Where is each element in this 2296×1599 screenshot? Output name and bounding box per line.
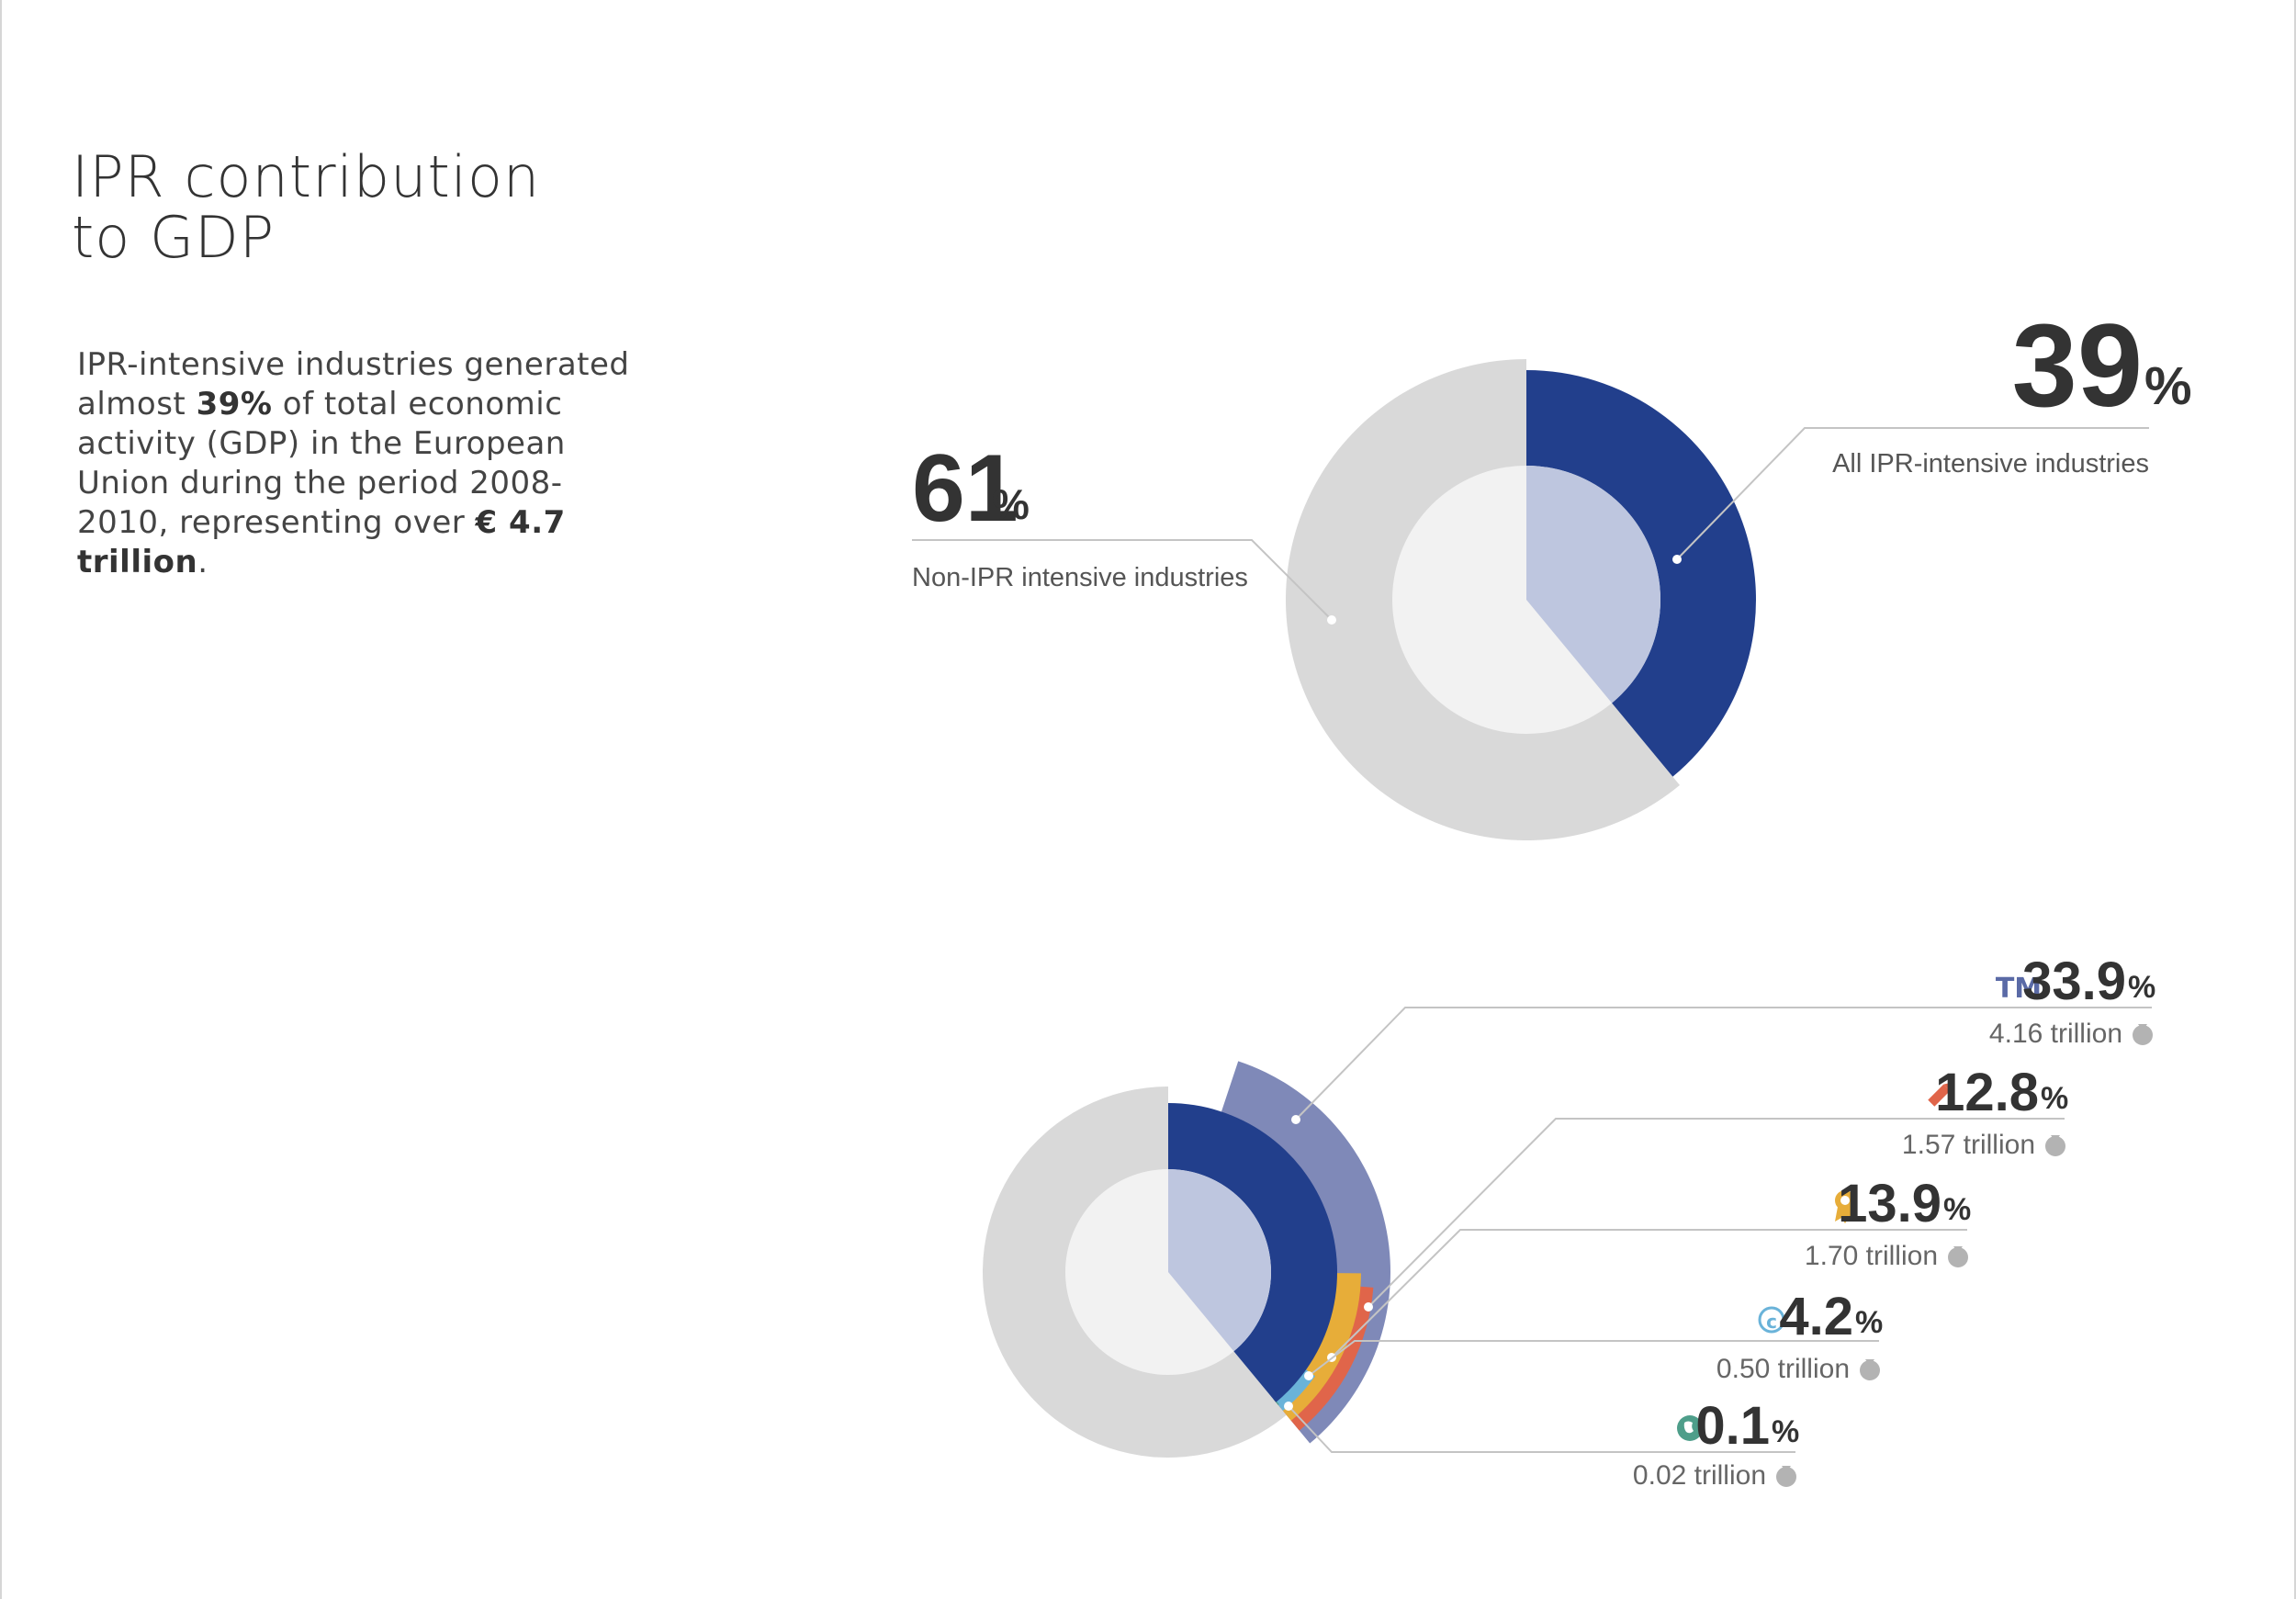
copyright-value: 4.2	[1779, 1287, 1853, 1346]
patent-amount: 1.70 trillion	[1805, 1241, 1938, 1271]
patent-label: 13.9 % 1.70 trillion	[1805, 1174, 1971, 1271]
gi-value: 0.1	[1695, 1396, 1770, 1456]
non-ipr-share-value: 61	[912, 435, 1019, 542]
copyright-leader-dot	[1304, 1371, 1313, 1380]
copyright-arc	[1273, 1367, 1316, 1412]
intro-text-1: IPR-intensive industries generated almos…	[77, 346, 630, 422]
trademark-leader-line	[1295, 1007, 2152, 1120]
copyright-icon-glyph: c	[1766, 1311, 1777, 1333]
ipr-inner-slice	[1526, 466, 1660, 704]
left-border	[0, 0, 2, 1599]
trademark-amount: 4.16 trillion	[1989, 1019, 2122, 1049]
ipr-types-donut-chart	[982, 1061, 1391, 1458]
right-border	[2294, 0, 2296, 1599]
gi-unit: %	[1772, 1414, 1799, 1449]
design-label: 12.8 % 1.57 trillion	[1902, 1063, 2068, 1160]
intro-text-3: .	[197, 544, 208, 580]
total-donut-labels: 39 % All IPR-intensive industries 61 % N…	[912, 300, 2192, 592]
patent-leader-line	[1331, 1229, 1967, 1358]
trademark-label: TM 33.9 % 4.16 trillion	[1989, 952, 2155, 1049]
copyright-leader-line	[1308, 1340, 1879, 1377]
page-title-line1: IPR contribution	[72, 143, 541, 210]
ipr-share-unit: %	[2144, 356, 2192, 416]
ipr-share-value: 39	[2012, 300, 2143, 432]
ipr-leader-dot	[1672, 555, 1682, 564]
award-ribbon-icon	[1835, 1190, 1855, 1223]
patent-unit: %	[1943, 1192, 1971, 1227]
money-bag-icon	[2045, 1135, 2065, 1156]
intro-highlight-share: 39%	[196, 386, 273, 422]
copyright-unit: %	[1855, 1305, 1883, 1340]
money-bag-icon	[1948, 1246, 1968, 1267]
money-bag-icon	[1776, 1466, 1796, 1487]
pencil-icon	[1928, 1082, 1953, 1107]
ipr-inner-slice	[1168, 1169, 1271, 1352]
trademark-unit: %	[2128, 970, 2155, 1005]
non-ipr-share-label: Non-IPR intensive industries	[912, 563, 1248, 592]
gi-label: 0.1 % 0.02 trillion	[1633, 1396, 1799, 1491]
design-amount: 1.57 trillion	[1902, 1130, 2035, 1160]
design-leader-line	[1367, 1118, 2065, 1308]
globe-icon	[1677, 1415, 1703, 1441]
non-ipr-share-unit: %	[992, 480, 1030, 528]
ipr-types-leader-lines	[1284, 1007, 2152, 1453]
ipr-share-label: All IPR-intensive industries	[1832, 449, 2149, 479]
design-unit: %	[2041, 1081, 2068, 1116]
intro-highlight-amount: € 4.7 trillion	[77, 504, 566, 580]
trademark-icon: TM	[1996, 973, 2042, 1005]
design-value: 12.8	[1935, 1063, 2039, 1122]
design-leader-dot	[1364, 1302, 1373, 1312]
ipr-types-labels: TM 33.9 % 4.16 trillion 12.8 % 1.57 tril…	[1633, 952, 2155, 1491]
intro-text-2: of total economic activity (GDP) in the …	[77, 386, 566, 541]
page-title: IPR contribution to GDP	[72, 147, 540, 268]
total-donut-leader-lines	[912, 427, 2149, 625]
total-donut-chart	[1286, 359, 1756, 840]
intro-paragraph: IPR-intensive industries generated almos…	[77, 345, 647, 582]
copyright-label: c 4.2 % 0.50 trillion	[1716, 1287, 1883, 1384]
trademark-leader-dot	[1291, 1115, 1300, 1124]
trademark-value: 33.9	[2022, 952, 2126, 1011]
ipr-leader-line	[1676, 427, 2149, 560]
copyright-icon	[1758, 1306, 1785, 1334]
patent-value: 13.9	[1838, 1174, 1941, 1233]
copyright-amount: 0.50 trillion	[1716, 1354, 1850, 1384]
gi-leader-line	[1288, 1405, 1795, 1453]
non-ipr-leader-dot	[1327, 615, 1336, 625]
money-bag-icon	[2133, 1024, 2153, 1045]
page-title-line2: to GDP	[72, 204, 276, 271]
gi-leader-dot	[1284, 1402, 1293, 1411]
gi-amount: 0.02 trillion	[1633, 1460, 1766, 1491]
money-bag-icon	[1860, 1359, 1880, 1380]
non-ipr-leader-line	[912, 539, 1333, 621]
